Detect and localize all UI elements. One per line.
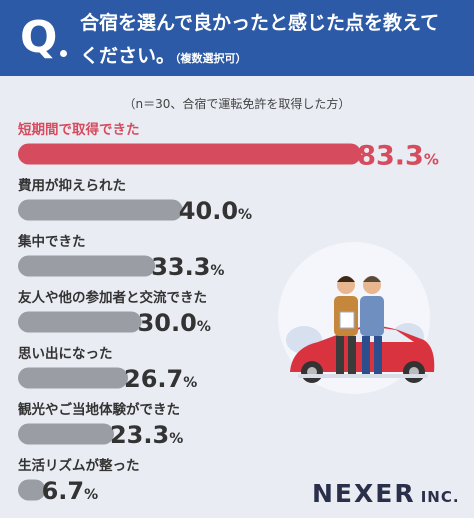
bar (18, 423, 114, 445)
bar (18, 255, 156, 277)
bar (18, 199, 183, 221)
data-label: 23.3% (110, 421, 183, 449)
data-label: 33.3% (151, 253, 224, 281)
nexer-logo: NEXER INC. (312, 479, 460, 508)
q-dot (60, 50, 67, 57)
category-label: 費用が抑えられた (18, 177, 126, 194)
bar (18, 367, 129, 389)
question-line-2-text: ください。 (80, 45, 176, 67)
brand-suffix: INC. (420, 488, 460, 506)
category-label: 短期間で取得できた (18, 121, 140, 138)
bar (18, 311, 142, 333)
question-header: Q 合宿を選んで良かったと感じた点を教えて ください。（複数選択可） (0, 0, 474, 76)
data-label: 30.0% (138, 309, 211, 337)
data-label: 6.7% (42, 477, 99, 505)
q-mark: Q (20, 12, 58, 63)
category-label: 集中できた (17, 233, 86, 250)
category-label: 観光やご当地体験ができた (18, 401, 180, 418)
bar (18, 143, 362, 165)
data-label: 40.0% (179, 197, 252, 225)
data-label: 83.3% (357, 140, 439, 171)
question-line-2: ください。（複数選択可） (80, 41, 247, 68)
question-line-1: 合宿を選んで良かったと感じた点を教えて (80, 12, 440, 34)
bar (18, 479, 46, 501)
sample-note: （n＝30、合宿で運転免許を取得した方） (123, 97, 351, 111)
data-label: 26.7% (124, 365, 197, 393)
multiple-choice-note: （複数選択可） (175, 52, 247, 65)
brand-name: NEXER (312, 479, 416, 508)
category-label: 思い出になった (18, 345, 113, 362)
category-label: 生活リズムが整った (18, 457, 140, 474)
people-and-car-illustration (278, 242, 435, 394)
category-label: 友人や他の参加者と交流できた (18, 289, 207, 306)
